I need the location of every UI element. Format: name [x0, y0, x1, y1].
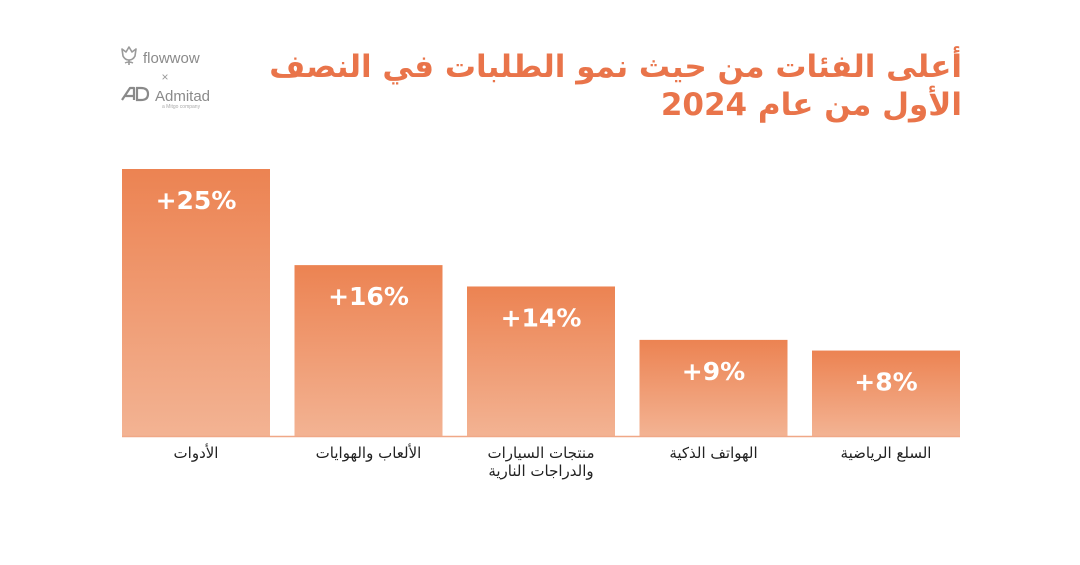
bar-5 [812, 350, 960, 436]
admitad-mark-icon [120, 85, 150, 107]
tulip-icon [120, 46, 138, 70]
bars-group: +25% +16% +14% +9% +8% [122, 169, 960, 436]
category-label: منتجات السيارات والدراجات النارية [487, 444, 595, 480]
category-label: الأدوات [173, 444, 219, 462]
chart-title: أعلى الفئات من حيث نمو الطلبات في النصف … [269, 49, 962, 123]
logo-separator: × [161, 70, 169, 84]
bar-4 [639, 339, 788, 436]
category-label: السلع الرياضية [840, 444, 932, 462]
bar-3 [467, 286, 615, 436]
admitad-subtitle: a Mitgo company [162, 104, 201, 110]
bar-2 [294, 265, 443, 436]
admitad-logo: Admitad [120, 84, 230, 108]
bar-value-label: +8% [854, 368, 917, 397]
bar-value-label: +9% [682, 357, 745, 386]
category-label: الألعاب والهوايات [315, 444, 422, 462]
bar-1 [122, 169, 270, 436]
brand-logo: flowwow × Admitad a Mitgo company [120, 46, 230, 110]
category-label: الهواتف الذكية [669, 444, 758, 462]
admitad-brand-name: Admitad [155, 87, 211, 105]
flowwow-logo: flowwow [120, 46, 230, 70]
bar-value-label: +25% [156, 186, 237, 215]
bar-value-label: +14% [501, 303, 582, 332]
bar-value-label: +16% [328, 282, 409, 311]
flowwow-brand-name: flowwow [143, 49, 200, 67]
